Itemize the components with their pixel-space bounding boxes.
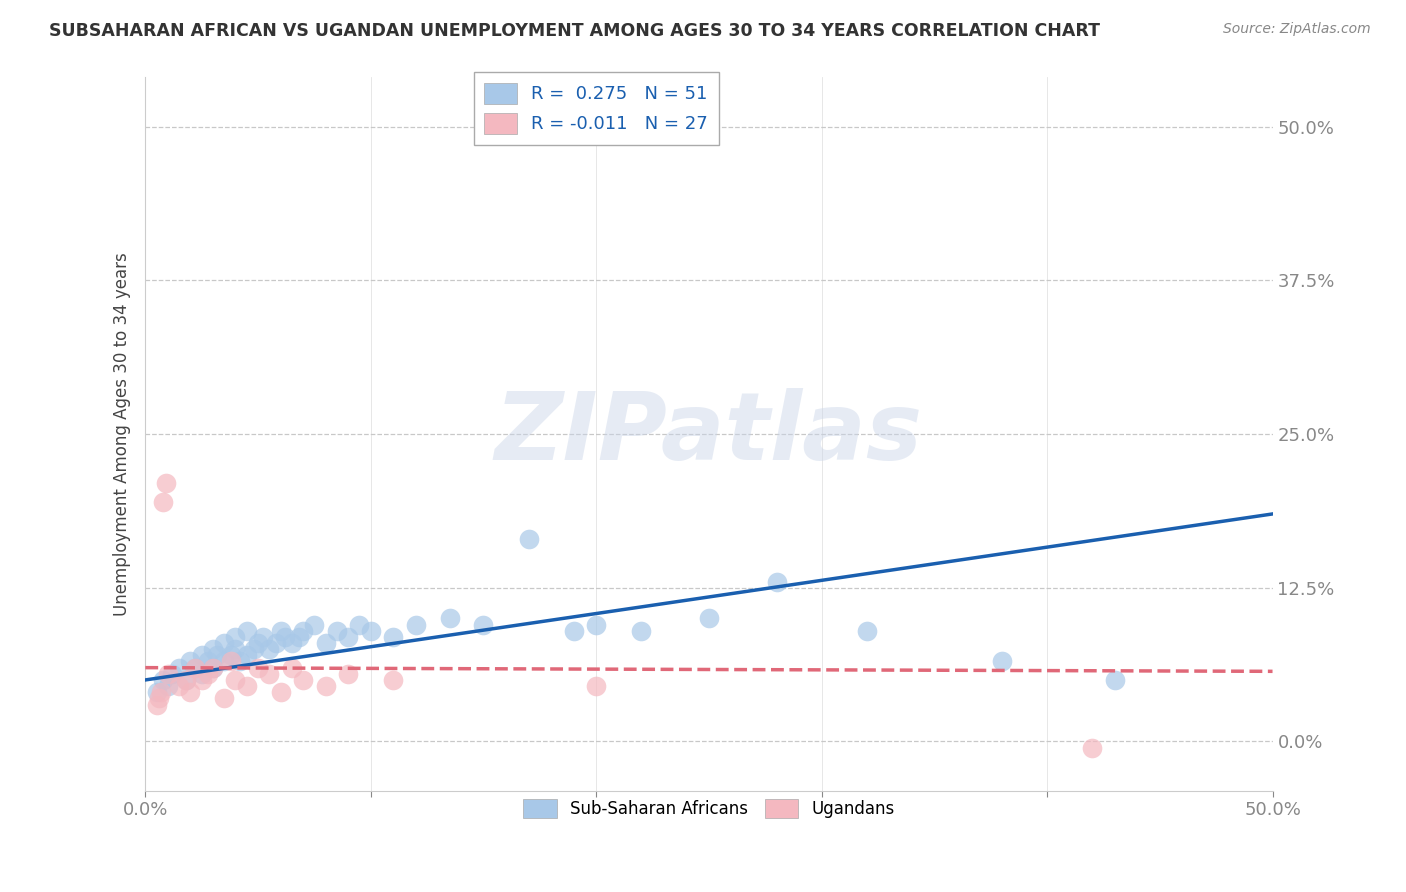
Point xyxy=(630,624,652,638)
Text: Source: ZipAtlas.com: Source: ZipAtlas.com xyxy=(1223,22,1371,37)
Point xyxy=(145,698,167,712)
Point xyxy=(292,624,315,638)
Point xyxy=(585,617,607,632)
Point xyxy=(472,617,495,632)
Point xyxy=(315,636,337,650)
Point xyxy=(349,617,371,632)
Point xyxy=(439,611,461,625)
Point xyxy=(179,655,201,669)
Point xyxy=(247,636,270,650)
Point xyxy=(765,574,787,589)
Point xyxy=(174,673,197,687)
Point xyxy=(219,655,242,669)
Point xyxy=(150,685,173,699)
Point xyxy=(1104,673,1126,687)
Point xyxy=(382,630,405,644)
Point xyxy=(304,617,326,632)
Point xyxy=(212,636,235,650)
Point xyxy=(201,660,224,674)
Point xyxy=(224,642,246,657)
Point xyxy=(167,679,190,693)
Point xyxy=(517,532,540,546)
Point xyxy=(236,648,259,663)
Point xyxy=(337,666,360,681)
Point xyxy=(259,642,281,657)
Point xyxy=(281,660,304,674)
Point xyxy=(167,660,190,674)
Point xyxy=(152,494,174,508)
Point xyxy=(315,679,337,693)
Point xyxy=(236,624,259,638)
Point xyxy=(224,673,246,687)
Point xyxy=(292,673,315,687)
Point xyxy=(991,655,1014,669)
Point xyxy=(152,673,174,687)
Point xyxy=(242,642,264,657)
Point xyxy=(287,630,309,644)
Point xyxy=(855,624,877,638)
Point xyxy=(156,679,179,693)
Point xyxy=(281,636,304,650)
Point xyxy=(382,673,405,687)
Point xyxy=(148,691,170,706)
Point xyxy=(212,691,235,706)
Point xyxy=(224,630,246,644)
Point xyxy=(270,685,292,699)
Point xyxy=(155,476,177,491)
Point xyxy=(197,655,219,669)
Point xyxy=(190,666,212,681)
Point xyxy=(174,673,197,687)
Point xyxy=(145,685,167,699)
Point xyxy=(236,679,259,693)
Point xyxy=(326,624,349,638)
Point xyxy=(219,648,242,663)
Point xyxy=(274,630,297,644)
Point xyxy=(585,679,607,693)
Point xyxy=(207,648,229,663)
Point xyxy=(156,666,179,681)
Point xyxy=(562,624,585,638)
Point xyxy=(264,636,287,650)
Legend: Sub-Saharan Africans, Ugandans: Sub-Saharan Africans, Ugandans xyxy=(516,792,901,825)
Point xyxy=(197,666,219,681)
Point xyxy=(697,611,720,625)
Point xyxy=(405,617,427,632)
Point xyxy=(190,673,212,687)
Point xyxy=(247,660,270,674)
Point xyxy=(270,624,292,638)
Point xyxy=(259,666,281,681)
Point xyxy=(184,660,207,674)
Point xyxy=(229,655,252,669)
Point xyxy=(162,666,184,681)
Point xyxy=(252,630,274,644)
Point xyxy=(179,685,201,699)
Point xyxy=(201,660,224,674)
Point xyxy=(212,655,235,669)
Y-axis label: Unemployment Among Ages 30 to 34 years: Unemployment Among Ages 30 to 34 years xyxy=(114,252,131,615)
Point xyxy=(1081,740,1104,755)
Text: SUBSAHARAN AFRICAN VS UGANDAN UNEMPLOYMENT AMONG AGES 30 TO 34 YEARS CORRELATION: SUBSAHARAN AFRICAN VS UGANDAN UNEMPLOYME… xyxy=(49,22,1101,40)
Point xyxy=(337,630,360,644)
Point xyxy=(190,648,212,663)
Point xyxy=(201,642,224,657)
Text: ZIPatlas: ZIPatlas xyxy=(495,388,922,480)
Point xyxy=(184,660,207,674)
Point xyxy=(360,624,382,638)
